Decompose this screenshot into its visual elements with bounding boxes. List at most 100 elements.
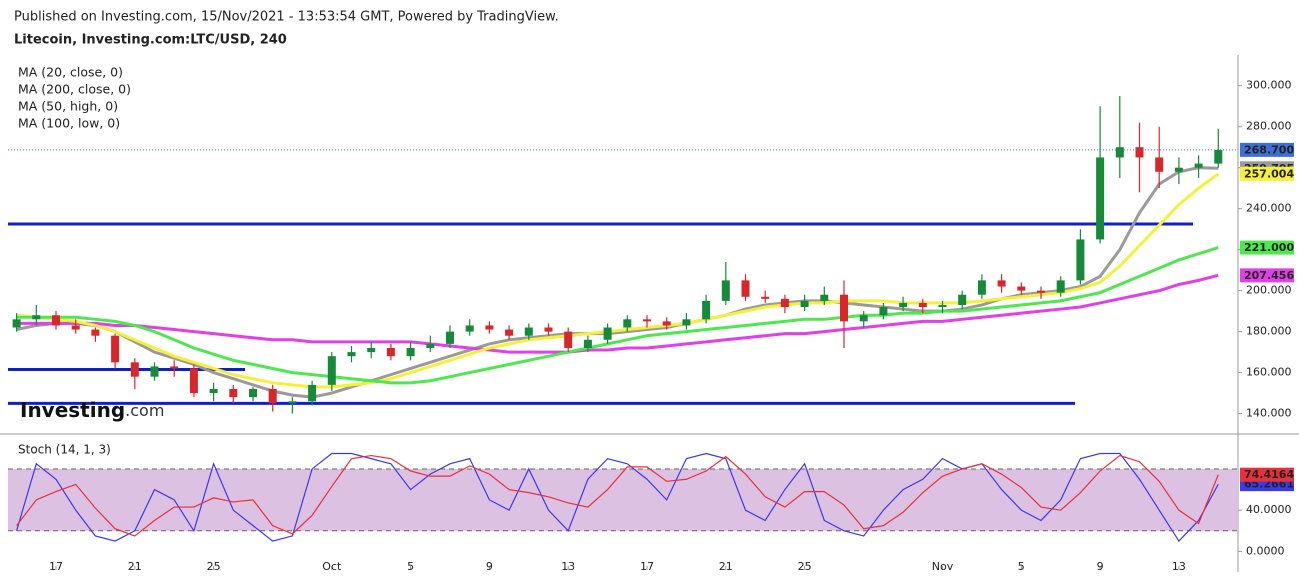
ma-line [16, 273, 1219, 354]
stoch-title: Stoch (14, 1, 3) [18, 443, 111, 457]
value-tag-label: 221.000 [1244, 241, 1294, 254]
x-tick-label: 5 [1018, 560, 1025, 573]
y-tick-label: 300.000 [1246, 79, 1292, 92]
y-tick-label: 200.000 [1246, 284, 1292, 297]
value-tag-label: 207.456 [1244, 269, 1294, 282]
legend-entry: MA (50, high, 0) [18, 99, 118, 114]
x-tick-label: 5 [407, 560, 414, 573]
candle-body [406, 347, 415, 357]
candle-body [524, 327, 533, 336]
candle-body [150, 366, 159, 377]
candle-body [1115, 147, 1124, 158]
value-tag-label: 257.004 [1244, 167, 1294, 180]
candle-body [485, 325, 494, 330]
candle-body [1056, 280, 1065, 293]
candle-body [583, 339, 592, 348]
candle-body [229, 388, 238, 398]
candle-body [859, 315, 868, 322]
y-tick-label: 0.0000 [1246, 544, 1285, 557]
y-tick-label: 160.000 [1246, 366, 1292, 379]
value-tag-label: 268.700 [1244, 143, 1294, 156]
legend-entry: MA (20, close, 0) [18, 65, 123, 80]
candle-body [918, 302, 927, 308]
candle-body [308, 384, 317, 402]
legend-entry: MA (100, low, 0) [18, 116, 120, 131]
candle-body [268, 388, 277, 404]
stoch-line [16, 452, 1219, 543]
candle-body [800, 300, 809, 308]
y-tick-label: 180.000 [1246, 325, 1292, 338]
candle-body [327, 356, 336, 385]
chart-title: Litecoin, Investing.com:LTC/USD, 240 [14, 33, 287, 48]
candle-body [564, 331, 573, 348]
candle-body [347, 352, 356, 357]
candle-body [71, 325, 80, 330]
x-tick-label: 13 [1172, 560, 1186, 573]
candle-body [386, 347, 395, 357]
candle-body [977, 280, 986, 295]
candle-body [997, 280, 1006, 287]
ma-line [16, 172, 1220, 389]
candle-body [741, 280, 750, 297]
candle-body [702, 300, 711, 320]
y-tick-label: 40.0000 [1246, 503, 1292, 516]
candle-body [879, 307, 888, 316]
candle-body [721, 280, 730, 301]
ma-line [16, 246, 1219, 385]
candle-body [465, 325, 474, 332]
candle-body [12, 319, 21, 328]
x-tick-label: 9 [486, 560, 493, 573]
watermark-text: Investing [20, 398, 125, 422]
band-fill [8, 468, 1238, 531]
candle-body [426, 343, 435, 348]
candle-body [1155, 157, 1164, 172]
x-tick-label: 17 [640, 560, 654, 573]
candle-body [761, 296, 770, 299]
candle-body [367, 347, 376, 353]
subtitle: Published on Investing.com, 15/Nov/2021 … [14, 10, 559, 25]
y-tick-label: 140.000 [1246, 407, 1292, 420]
x-tick-label: 13 [561, 560, 575, 573]
candle-body [938, 304, 947, 308]
candle-body [1194, 163, 1203, 168]
x-tick-label: 25 [207, 560, 221, 573]
value-tag [1240, 268, 1294, 283]
candle-body [820, 294, 829, 301]
candle-body [189, 368, 198, 394]
candle-body [170, 366, 179, 369]
value-tag-label: 74.4164 [1244, 468, 1294, 481]
x-tick-label: 17 [49, 560, 63, 573]
candle-body [1174, 167, 1183, 172]
candle-body [1076, 239, 1085, 281]
candle-body [899, 302, 908, 308]
y-tick-label: 280.000 [1246, 120, 1292, 133]
stoch-line [16, 454, 1219, 537]
candle-body [505, 329, 514, 336]
x-tick-label: Oct [322, 560, 342, 573]
candle-body [643, 319, 651, 322]
x-tick-label: 21 [128, 560, 142, 573]
candle-body [1135, 147, 1144, 158]
candle-body [1214, 149, 1223, 164]
candle-body [52, 315, 60, 326]
y-tick-label: 240.000 [1246, 202, 1292, 215]
candle-body [249, 388, 257, 398]
candle-body [780, 298, 789, 308]
value-tag [1240, 240, 1294, 255]
candle-body [958, 294, 967, 305]
x-tick-label: 21 [719, 560, 733, 573]
candle-body [446, 331, 454, 344]
ma-line [16, 166, 1219, 399]
candle-body [209, 388, 218, 394]
legend-entry: MA (200, close, 0) [18, 82, 131, 97]
candle-body [32, 315, 41, 320]
candle-body [288, 401, 297, 404]
candle-body [130, 362, 139, 377]
value-tag [1240, 142, 1294, 157]
candle-body [662, 321, 671, 326]
candle-body [1096, 157, 1105, 240]
candle-body [544, 327, 553, 332]
candle-body [91, 329, 100, 336]
candle-body [623, 319, 632, 328]
